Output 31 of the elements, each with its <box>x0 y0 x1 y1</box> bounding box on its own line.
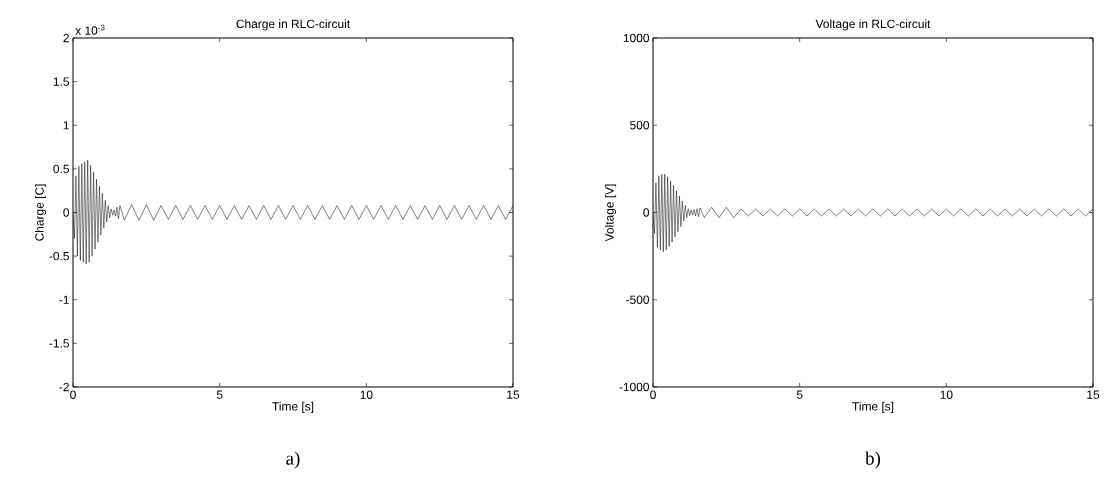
chart-title: Charge in RLC-circuit <box>236 19 351 31</box>
y-tick-label: 1.5 <box>53 77 69 86</box>
x-tick-label: 15 <box>507 390 520 399</box>
x-tick-label: 5 <box>796 390 803 399</box>
x-tick-label: 15 <box>1087 390 1100 399</box>
x-axis-title: Time [s] <box>852 401 894 413</box>
y-tick-label: 2 <box>63 33 69 43</box>
text: a) <box>286 451 300 469</box>
y-tick-label: -1.5 <box>49 339 69 348</box>
text: x 10$^{-3}$ <box>75 24 105 35</box>
y-tick-label: -1000 <box>619 382 650 392</box>
y-tick-label: -500 <box>626 295 650 304</box>
y-tick-label: 1 <box>63 121 69 130</box>
y-tick-label: 500 <box>630 121 650 130</box>
text: b) <box>865 451 881 469</box>
x-tick-label: 10 <box>360 390 373 399</box>
y-tick-label: -0.5 <box>49 251 69 261</box>
x-tick-label: 0 <box>70 390 76 399</box>
x-tick-label: 0 <box>650 390 656 399</box>
y-tick-label: 0 <box>63 208 70 217</box>
y-tick-label: 1000 <box>623 33 650 43</box>
y-axis-title: Charge [C] <box>34 184 47 241</box>
chart-title: Voltage in RLC-circuit <box>815 19 931 31</box>
y-axis-title: Voltage [V] <box>604 184 617 242</box>
y-tick-label: -2 <box>59 382 69 392</box>
x-axis-title: Time [s] <box>272 401 314 413</box>
y-tick-label: 0.5 <box>53 164 69 174</box>
y-tick-label: -1 <box>59 295 69 304</box>
x-tick-label: 5 <box>216 390 223 399</box>
y-tick-label: 0 <box>643 208 650 217</box>
x-tick-label: 10 <box>940 390 953 399</box>
